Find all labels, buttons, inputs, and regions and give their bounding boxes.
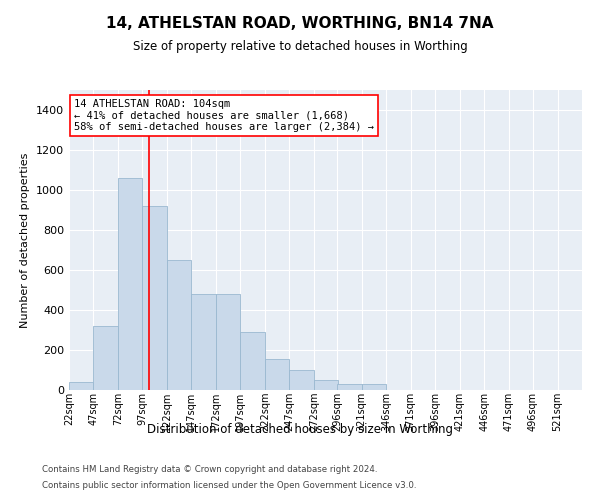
Text: 14 ATHELSTAN ROAD: 104sqm
← 41% of detached houses are smaller (1,668)
58% of se: 14 ATHELSTAN ROAD: 104sqm ← 41% of detac… <box>74 99 374 132</box>
Bar <box>94 326 118 390</box>
Bar <box>216 294 241 390</box>
Bar <box>191 294 216 390</box>
Bar <box>142 206 167 390</box>
Bar <box>118 178 142 390</box>
Bar <box>337 384 362 390</box>
Bar <box>289 370 314 390</box>
Text: Distribution of detached houses by size in Worthing: Distribution of detached houses by size … <box>147 422 453 436</box>
Text: Contains HM Land Registry data © Crown copyright and database right 2024.: Contains HM Land Registry data © Crown c… <box>42 466 377 474</box>
Text: Size of property relative to detached houses in Worthing: Size of property relative to detached ho… <box>133 40 467 53</box>
Y-axis label: Number of detached properties: Number of detached properties <box>20 152 31 328</box>
Bar <box>241 332 265 390</box>
Bar <box>314 380 338 390</box>
Bar <box>69 382 94 390</box>
Text: Contains public sector information licensed under the Open Government Licence v3: Contains public sector information licen… <box>42 480 416 490</box>
Text: 14, ATHELSTAN ROAD, WORTHING, BN14 7NA: 14, ATHELSTAN ROAD, WORTHING, BN14 7NA <box>106 16 494 30</box>
Bar <box>167 260 191 390</box>
Bar <box>362 384 386 390</box>
Bar <box>265 359 289 390</box>
